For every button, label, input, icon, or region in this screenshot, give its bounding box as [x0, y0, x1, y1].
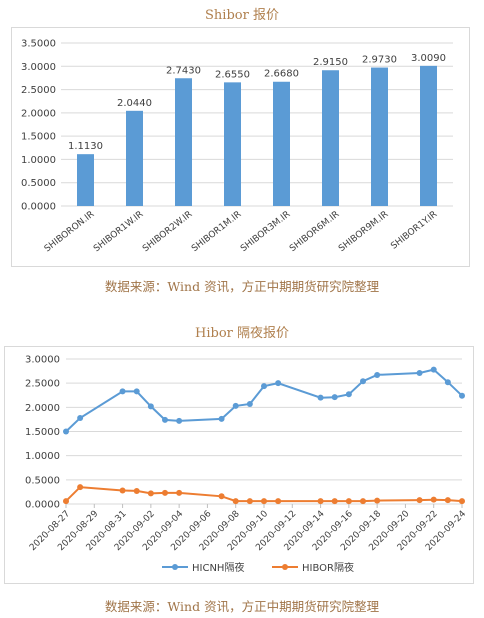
y-tick-label: 2.5000: [21, 85, 56, 96]
y-tick-label: 3.0000: [21, 62, 56, 73]
x-tick-label: SHIBORON.IR: [43, 209, 96, 254]
data-point: [246, 498, 253, 505]
bar: [175, 78, 192, 206]
data-point: [275, 380, 282, 387]
bar-value-label: 2.9150: [313, 57, 348, 68]
y-tick-label: 0.0000: [25, 500, 60, 511]
data-point: [345, 391, 352, 398]
data-point: [218, 493, 225, 500]
bar-value-label: 2.6680: [264, 69, 299, 80]
data-point: [430, 366, 437, 373]
hibor-line-chart: 0.0000 0.5000 1.0000 1.5000 2.0000 2.5000 3.00…: [25, 355, 468, 575]
x-tick-label: SHIBOR1W.IR: [92, 209, 145, 254]
data-point: [147, 490, 154, 497]
data-point: [360, 378, 366, 385]
bar-value-label: 1.1130: [68, 141, 103, 152]
y-tick-label: 3.5000: [21, 39, 56, 50]
data-point: [459, 392, 465, 399]
legend-marker: [282, 564, 288, 570]
data-point: [444, 497, 451, 504]
data-point: [416, 497, 423, 504]
data-point: [218, 415, 225, 422]
data-point: [261, 383, 267, 390]
bar: [371, 67, 388, 206]
y-tick-label: 3.0000: [25, 355, 60, 366]
data-point: [162, 416, 168, 423]
data-point: [444, 379, 451, 386]
shibor-source-note: 数据来源：Wind 资讯，方正中期期货研究院整理: [104, 279, 380, 294]
data-point: [275, 498, 282, 505]
bar-value-label: 3.0090: [411, 53, 446, 64]
data-point: [317, 394, 324, 401]
data-point: [331, 394, 338, 401]
data-point: [331, 498, 338, 505]
shibor-chart-frame: [11, 27, 470, 267]
data-point: [416, 370, 423, 377]
bar: [420, 65, 437, 206]
data-point: [374, 371, 381, 378]
data-point: [133, 487, 140, 494]
bar: [126, 110, 143, 206]
data-point: [133, 388, 140, 395]
bar: [273, 81, 290, 206]
data-point: [459, 498, 465, 505]
x-tick-label: SHIBOR6M.IR: [288, 209, 341, 254]
y-tick-label: 2.5000: [25, 379, 60, 390]
series-line: [65, 368, 463, 433]
y-tick-label: 2.0000: [21, 108, 56, 119]
data-point: [63, 498, 69, 505]
data-point: [430, 496, 437, 503]
x-tick-label: SHIBOR2W.IR: [141, 209, 194, 254]
x-tick-label: SHIBOR1Y.IR: [389, 209, 439, 251]
legend-marker: [172, 564, 178, 570]
bar-value-label: 2.6550: [215, 69, 250, 80]
data-point: [345, 498, 352, 505]
y-tick-label: 0.0000: [21, 202, 56, 213]
y-tick-label: 1.0000: [21, 155, 56, 166]
data-point: [261, 498, 267, 505]
data-point: [119, 388, 126, 395]
bar: [322, 70, 339, 206]
shibor-bar-chart: 0.0000 0.5000 1.0000 1.5000 2.0000 2.5000 3.00…: [21, 39, 453, 254]
bar-value-label: 2.9730: [362, 55, 397, 66]
data-point: [63, 428, 69, 435]
hibor-chart-title: Hibor 隔夜报价: [195, 326, 289, 341]
y-tick-label: 1.5000: [21, 132, 56, 143]
y-tick-label: 1.5000: [25, 427, 60, 438]
bar-value-label: 2.7430: [166, 65, 201, 76]
bar: [77, 154, 94, 206]
x-tick-label: SHIBOR9M.IR: [337, 209, 390, 254]
hibor-source-note: 数据来源：Wind 资讯，方正中期期货研究院整理: [104, 599, 380, 614]
data-point: [176, 489, 183, 496]
x-tick-label: SHIBOR1M.IR: [190, 209, 243, 254]
y-tick-label: 0.5000: [21, 178, 56, 189]
y-tick-label: 2.0000: [25, 403, 60, 414]
shibor-chart-title: Shibor 报价: [205, 8, 279, 23]
y-tick-label: 0.5000: [25, 475, 60, 486]
hibor-chart-frame: [4, 346, 474, 584]
data-point: [232, 402, 239, 409]
bar: [224, 82, 241, 206]
x-tick-label: SHIBOR3M.IR: [239, 209, 292, 254]
data-point: [176, 417, 183, 424]
legend-label: HICNH隔夜: [192, 561, 244, 574]
data-point: [119, 487, 126, 494]
legend-label: HIBOR隔夜: [302, 561, 354, 574]
data-point: [246, 400, 253, 407]
data-point: [232, 498, 239, 505]
data-point: [162, 489, 168, 496]
data-point: [77, 414, 84, 421]
y-tick-label: 1.0000: [25, 451, 60, 462]
data-point: [374, 497, 381, 504]
data-point: [360, 498, 366, 505]
bar-value-label: 2.0440: [117, 98, 152, 109]
data-point: [77, 484, 84, 491]
data-point: [147, 403, 154, 410]
data-point: [317, 498, 324, 505]
